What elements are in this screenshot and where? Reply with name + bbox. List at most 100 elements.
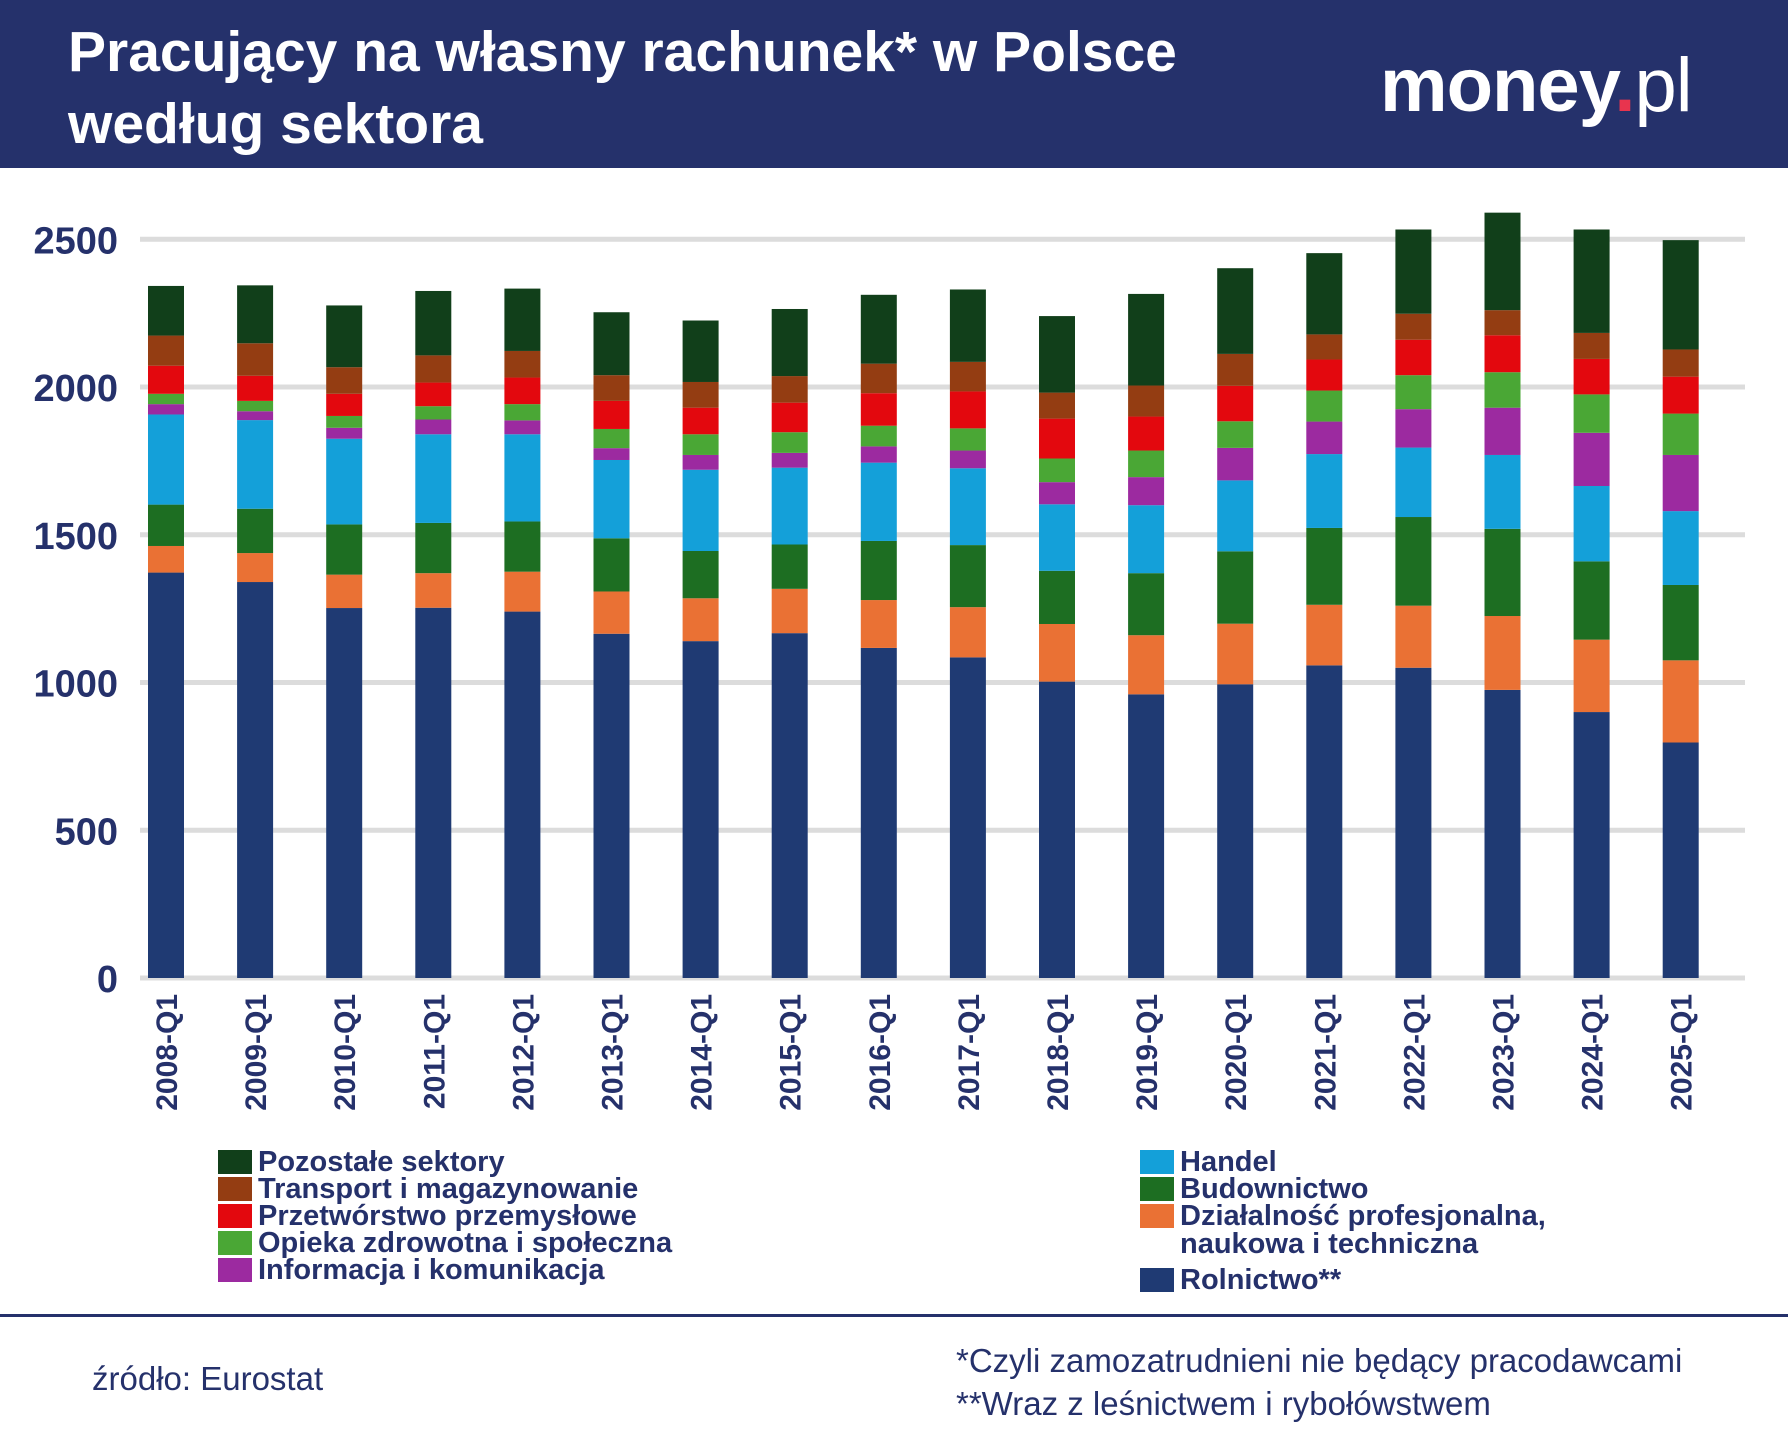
logo-main: money [1380, 43, 1615, 128]
bar-segment-2023-Q1 [1484, 616, 1521, 690]
bar-stack-2014-Q1 [682, 320, 719, 978]
bar-segment-2018-Q1 [1039, 623, 1075, 682]
bar-segment-2011-Q1 [415, 522, 452, 574]
bar-segment-2023-Q1 [1484, 528, 1521, 617]
legend-swatch [1140, 1204, 1174, 1228]
bar-segment-2020-Q1 [1217, 385, 1254, 422]
bar-segment-2016-Q1 [860, 462, 897, 541]
y-tick-label-2000: 2000 [33, 368, 118, 410]
bar-segment-2024-Q1 [1573, 485, 1610, 562]
bar-segment-2024-Q1 [1573, 561, 1610, 640]
bar-segment-2018-Q1 [1039, 570, 1075, 624]
bar-segment-2014-Q1 [682, 320, 719, 382]
bar-segment-2022-Q1 [1395, 313, 1432, 340]
bar-segment-2009-Q1 [237, 285, 274, 344]
bar-segment-2022-Q1 [1395, 667, 1432, 978]
x-tick-label-2009-Q1: 2009-Q1 [240, 994, 273, 1111]
bar-segment-2016-Q1 [860, 600, 897, 648]
legend-swatch [218, 1258, 252, 1282]
bar-stack-2008-Q1 [148, 285, 184, 978]
bar-segment-2019-Q1 [1128, 694, 1165, 978]
stacked-bar-chart: 0 500 1000 1500 2000 2500 2008-Q1 2009-Q1 2010-… [33, 212, 1745, 1111]
bar-segment-2017-Q1 [949, 391, 986, 429]
bar-segment-2011-Q1 [415, 355, 452, 383]
bar-segment-2008-Q1 [148, 572, 184, 978]
bar-segment-2022-Q1 [1395, 339, 1432, 376]
bar-segment-2020-Q1 [1217, 684, 1254, 978]
bar-segment-2023-Q1 [1484, 407, 1521, 455]
bar-segment-2014-Q1 [682, 598, 719, 642]
y-tick-label-500: 500 [55, 811, 118, 853]
bar-segment-2023-Q1 [1484, 310, 1521, 336]
bar-segment-2008-Q1 [148, 365, 184, 394]
bar-segment-2020-Q1 [1217, 447, 1254, 481]
x-tick-label-2013-Q1: 2013-Q1 [597, 994, 630, 1111]
y-tick-label-1000: 1000 [33, 664, 118, 706]
bar-segment-2016-Q1 [860, 647, 897, 978]
bar-segment-2014-Q1 [682, 407, 719, 435]
bar-segment-2021-Q1 [1306, 454, 1343, 528]
bar-segment-2024-Q1 [1573, 432, 1610, 486]
bar-stack-2023-Q1 [1484, 212, 1521, 978]
bar-segment-2018-Q1 [1039, 681, 1075, 978]
bar-segment-2008-Q1 [148, 335, 184, 366]
x-tick-label-2021-Q1: 2021-Q1 [1309, 994, 1342, 1111]
bar-segment-2022-Q1 [1395, 229, 1432, 314]
x-axis-tick-labels: 2008-Q1 2009-Q1 2010-Q1 2011-Q1 2012-Q1 2013-… [151, 994, 1699, 1111]
bar-segment-2023-Q1 [1484, 212, 1521, 311]
bar-segment-2024-Q1 [1573, 394, 1610, 433]
bar-segment-2013-Q1 [593, 591, 630, 634]
bar-segment-2010-Q1 [326, 524, 363, 575]
x-tick-label-2012-Q1: 2012-Q1 [507, 994, 540, 1111]
bar-segment-2014-Q1 [682, 641, 719, 978]
legend-item: Transport i magazynowanie [218, 1175, 638, 1204]
bar-stack-2016-Q1 [860, 294, 897, 978]
legend-item: Działalność profesjonalna, naukowa i tec… [1140, 1202, 1546, 1259]
bar-segment-2014-Q1 [682, 381, 719, 408]
bar-stack-2009-Q1 [237, 285, 274, 978]
bar-segment-2010-Q1 [326, 438, 363, 525]
bar-segment-2021-Q1 [1306, 334, 1343, 360]
bar-segment-2013-Q1 [593, 633, 630, 978]
bar-segment-2018-Q1 [1039, 418, 1075, 459]
bar-segment-2014-Q1 [682, 469, 719, 552]
bar-segment-2020-Q1 [1217, 623, 1254, 685]
bar-segment-2013-Q1 [593, 400, 630, 429]
bar-stack-2020-Q1 [1217, 268, 1254, 978]
bar-segment-2011-Q1 [415, 573, 452, 608]
bar-segment-2016-Q1 [860, 540, 897, 601]
bar-segment-2009-Q1 [237, 553, 274, 583]
x-tick-label-2025-Q1: 2025-Q1 [1666, 994, 1699, 1111]
bar-segment-2020-Q1 [1217, 480, 1254, 552]
bar-segment-2012-Q1 [504, 404, 541, 421]
bar-segment-2023-Q1 [1484, 454, 1521, 529]
bar-segment-2019-Q1 [1128, 505, 1165, 574]
footer-divider [0, 1314, 1788, 1317]
bar-segment-2010-Q1 [326, 367, 363, 394]
bar-segment-2017-Q1 [949, 289, 986, 362]
bar-stack-2012-Q1 [504, 288, 541, 978]
bar-segment-2023-Q1 [1484, 689, 1521, 978]
bar-stack-2022-Q1 [1395, 229, 1432, 978]
bar-segment-2016-Q1 [860, 425, 897, 447]
bar-segment-2025-Q1 [1662, 376, 1699, 414]
x-tick-label-2022-Q1: 2022-Q1 [1398, 994, 1431, 1111]
bar-segment-2009-Q1 [237, 411, 274, 421]
bar-segment-2013-Q1 [593, 459, 630, 539]
legend-swatch [218, 1150, 252, 1174]
bar-segment-2019-Q1 [1128, 293, 1165, 386]
bar-segment-2025-Q1 [1662, 454, 1699, 512]
x-tick-label-2019-Q1: 2019-Q1 [1131, 994, 1164, 1111]
legend-label: Opieka zdrowotna i społeczna [258, 1227, 673, 1259]
x-tick-label-2017-Q1: 2017-Q1 [953, 994, 986, 1111]
bar-segment-2010-Q1 [326, 427, 363, 439]
x-tick-label-2016-Q1: 2016-Q1 [864, 994, 897, 1111]
bar-segment-2022-Q1 [1395, 605, 1432, 668]
legend-item: Pozostałe sektory [218, 1148, 505, 1177]
bar-segment-2010-Q1 [326, 608, 363, 978]
bar-segment-2025-Q1 [1662, 349, 1699, 377]
bar-segment-2015-Q1 [771, 544, 808, 589]
bar-segment-2021-Q1 [1306, 665, 1343, 978]
bar-segment-2014-Q1 [682, 551, 719, 599]
bar-segment-2019-Q1 [1128, 450, 1165, 478]
